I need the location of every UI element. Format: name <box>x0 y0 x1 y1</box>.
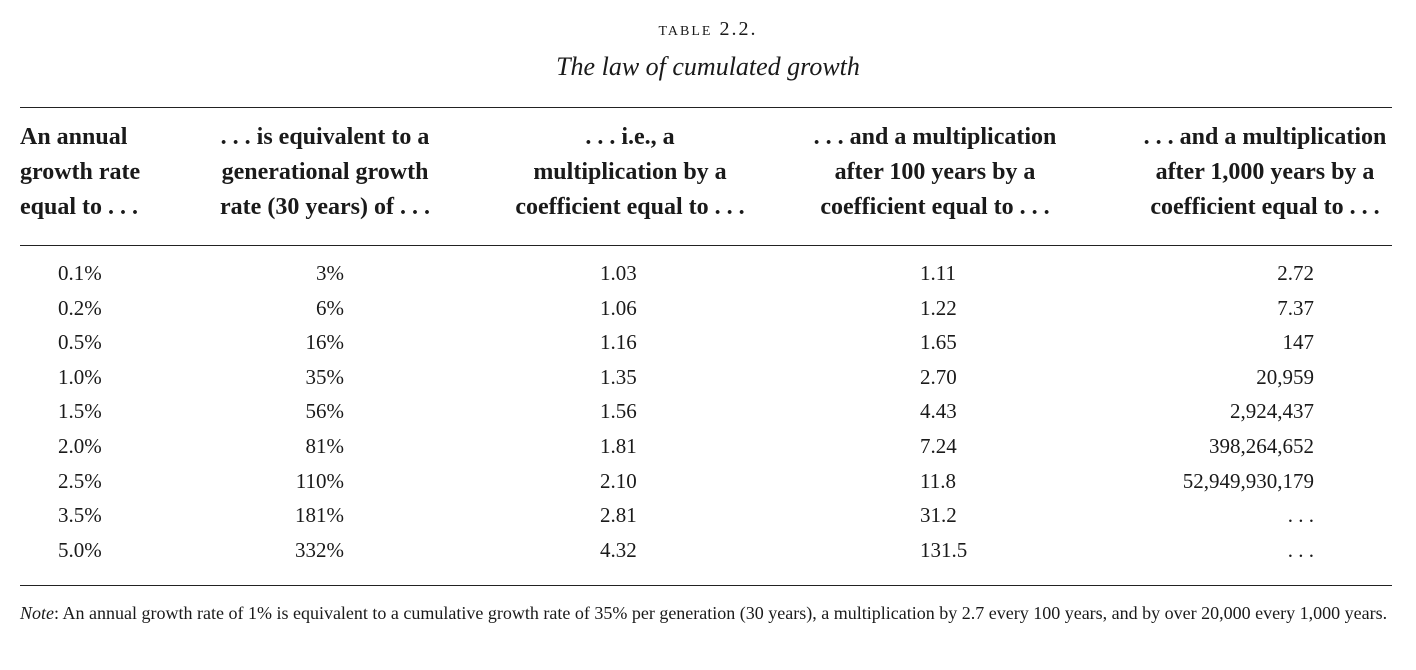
table-row: 2.5% 110% 2.10 11.8 52,949,930,179 <box>0 469 1416 504</box>
table-title: The law of cumulated growth <box>556 52 860 81</box>
header-generational-rate: . . . is equivalent to a generational gr… <box>195 120 455 225</box>
cell-coefficient: 1.16 <box>600 330 637 355</box>
cell-generational-rate: 35% <box>305 364 345 389</box>
table-row: 1.5% 56% 1.56 4.43 2,924,437 <box>0 399 1416 434</box>
table-row: 0.1% 3% 1.03 1.11 2.72 <box>0 261 1416 296</box>
header-line: . . . and a multiplication <box>1143 124 1387 150</box>
cell-100-years: 7.24 <box>920 433 957 458</box>
header-annual-rate: An annual growth rate equal to . . . <box>20 120 200 225</box>
table-row: 3.5% 181% 2.81 31.2 . . . <box>0 503 1416 538</box>
cell-1000-years: 7.37 <box>1277 295 1314 320</box>
cell-100-years: 1.11 <box>920 261 956 285</box>
cell-annual-rate: 0.1% <box>58 261 102 285</box>
header-line: after 100 years by a <box>834 159 1036 185</box>
table-row: 0.2% 6% 1.06 1.22 7.37 <box>0 296 1416 331</box>
cell-generational-rate: 3% <box>316 261 344 285</box>
cell-coefficient: 1.56 <box>600 399 637 424</box>
table-row: 0.5% 16% 1.16 1.65 147 <box>0 330 1416 365</box>
note-label: Note <box>20 603 54 623</box>
header-line: after 1,000 years by a <box>1155 159 1375 185</box>
cell-generational-rate: 81% <box>305 433 345 458</box>
header-line: equal to . . . <box>20 194 139 220</box>
cell-1000-years: 398,264,652 <box>1209 433 1314 458</box>
header-rule <box>20 245 1392 246</box>
cell-annual-rate: 2.0% <box>58 433 102 458</box>
cell-coefficient: 1.03 <box>600 261 637 285</box>
note-text: : An annual growth rate of 1% is equival… <box>54 603 1388 623</box>
header-line: growth rate <box>20 159 141 185</box>
top-rule <box>20 107 1392 108</box>
cell-annual-rate: 1.0% <box>58 364 102 389</box>
table-row: 5.0% 332% 4.32 131.5 . . . <box>0 538 1416 573</box>
header-line: An annual <box>20 124 128 150</box>
cell-1000-years: . . . <box>1287 503 1314 528</box>
cell-1000-years: 52,949,930,179 <box>1182 468 1314 493</box>
cell-1000-years: 20,959 <box>1256 364 1314 389</box>
cell-generational-rate: 16% <box>305 330 345 355</box>
header-line: coefficient equal to . . . <box>515 194 745 220</box>
header-line: multiplication by a <box>533 159 727 185</box>
cell-coefficient: 2.10 <box>600 468 637 493</box>
cell-1000-years: 2,924,437 <box>1230 399 1314 424</box>
cell-100-years: 4.43 <box>920 399 957 424</box>
header-line: . . . i.e., a <box>585 124 675 150</box>
header-line: coefficient equal to . . . <box>820 194 1050 220</box>
cell-annual-rate: 3.5% <box>58 503 102 528</box>
cell-annual-rate: 1.5% <box>58 399 102 424</box>
bottom-rule <box>20 585 1392 586</box>
cell-100-years: 131.5 <box>920 537 968 562</box>
cell-generational-rate: 332% <box>295 537 344 562</box>
header-line: rate (30 years) of . . . <box>220 194 430 220</box>
cell-100-years: 11.8 <box>920 468 956 493</box>
cell-100-years: 1.22 <box>920 295 957 320</box>
header-100-years: . . . and a multiplication after 100 yea… <box>790 120 1080 225</box>
table-label: TABLE 2.2. <box>658 18 758 40</box>
cell-100-years: 2.70 <box>920 364 957 389</box>
table-note: Note: An annual growth rate of 1% is equ… <box>20 600 1400 626</box>
cell-generational-rate: 181% <box>295 503 344 528</box>
cell-annual-rate: 2.5% <box>58 468 102 493</box>
header-line: . . . is equivalent to a <box>220 124 430 150</box>
cell-coefficient: 1.06 <box>600 295 637 320</box>
cell-generational-rate: 6% <box>316 295 344 320</box>
header-line: generational growth <box>221 159 429 185</box>
cell-coefficient: 1.81 <box>600 433 637 458</box>
table-row: 1.0% 35% 1.35 2.70 20,959 <box>0 365 1416 400</box>
header-line: coefficient equal to . . . <box>1150 194 1380 220</box>
cell-annual-rate: 0.2% <box>58 295 102 320</box>
cell-coefficient: 4.32 <box>600 537 637 562</box>
cell-annual-rate: 5.0% <box>58 537 102 562</box>
cell-100-years: 1.65 <box>920 330 957 355</box>
header-line: . . . and a multiplication <box>813 124 1057 150</box>
table-body: 0.1% 3% 1.03 1.11 2.72 0.2% 6% 1.06 1.22… <box>0 261 1416 572</box>
cell-100-years: 31.2 <box>920 503 957 528</box>
cell-annual-rate: 0.5% <box>58 330 102 355</box>
cell-1000-years: 147 <box>1282 330 1315 355</box>
cell-1000-years: 2.72 <box>1277 261 1314 285</box>
cell-coefficient: 2.81 <box>600 503 637 528</box>
header-1000-years: . . . and a multiplication after 1,000 y… <box>1120 120 1410 225</box>
cell-coefficient: 1.35 <box>600 364 637 389</box>
cell-generational-rate: 56% <box>305 399 345 424</box>
table-row: 2.0% 81% 1.81 7.24 398,264,652 <box>0 434 1416 469</box>
cell-1000-years: . . . <box>1287 537 1314 562</box>
header-multiplication: . . . i.e., a multiplication by a coeffi… <box>480 120 780 225</box>
cell-generational-rate: 110% <box>295 468 344 493</box>
